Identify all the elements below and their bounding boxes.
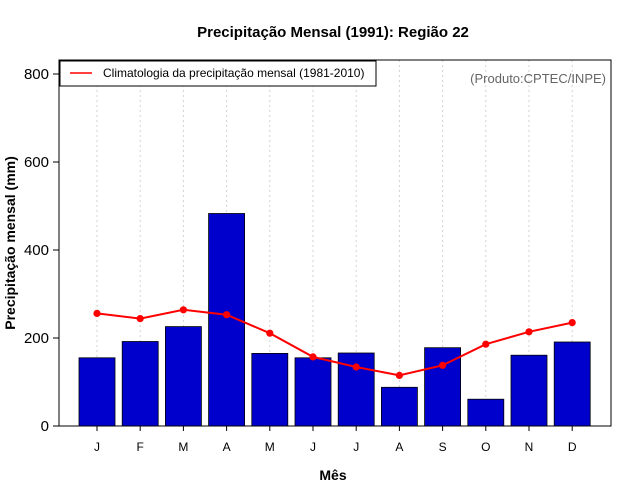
climatology-point-4 [223,311,231,319]
climatology-point-1 [93,309,101,317]
y-axis: 0 200 400 600 800 [24,66,59,435]
climatology-line [93,306,576,379]
y-tick-label-0: 0 [41,418,49,435]
climatology-point-12 [568,319,576,327]
plot-frame [58,59,612,427]
y-axis-label: Precipitação mensal (mm) [2,156,18,330]
x-tick-label-8: A [395,440,403,454]
x-tick-label-10: O [481,440,490,454]
climatology-point-6 [309,353,317,361]
legend: Climatologia da precipitação mensal (198… [59,60,377,87]
credit-annotation: (Produto:CPTEC/INPE) [470,71,606,86]
x-axis-label: Mês [319,467,346,483]
chart-title: Precipitação Mensal (1991): Região 22 [197,24,469,41]
x-tick-label-5: M [265,440,275,454]
bar-11-N [510,354,548,427]
bar-1-J [78,357,116,427]
bar-6-J [294,357,332,427]
x-tick-label-1: J [94,440,100,454]
x-tick-label-3: M [178,440,188,454]
climatology-point-2 [136,315,144,323]
y-tick-label-200: 200 [24,330,49,347]
climatology-point-10 [482,340,490,348]
x-tick-label-11: N [525,440,534,454]
bar-9-S [424,347,462,427]
y-tick-label-800: 800 [24,66,49,83]
x-tick-label-6: J [310,440,316,454]
x-tick-label-12: D [568,440,577,454]
climatology-point-5 [266,329,274,337]
climatology-point-3 [179,306,187,314]
bar-10-O [467,398,505,427]
climatology-point-7 [352,363,360,371]
x-tick-label-2: F [137,440,144,454]
x-tick-label-4: A [223,440,231,454]
climatology-point-9 [439,361,447,369]
climatology-point-11 [525,328,533,336]
climatology-polyline [96,308,573,377]
bar-2-F [121,341,159,427]
bar-3-M [164,326,202,427]
legend-box [59,60,377,87]
bar-8-A [380,386,418,427]
legend-entry-climatology: Climatologia da precipitação mensal (198… [103,66,364,80]
climatology-point-8 [395,371,403,379]
y-tick-label-400: 400 [24,242,49,259]
bar-5-M [251,352,289,427]
bar-12-D [553,341,591,427]
y-tick-label-600: 600 [24,154,49,171]
bars [78,213,591,427]
x-tick-label-7: J [353,440,359,454]
x-tick-label-9: S [439,440,447,454]
